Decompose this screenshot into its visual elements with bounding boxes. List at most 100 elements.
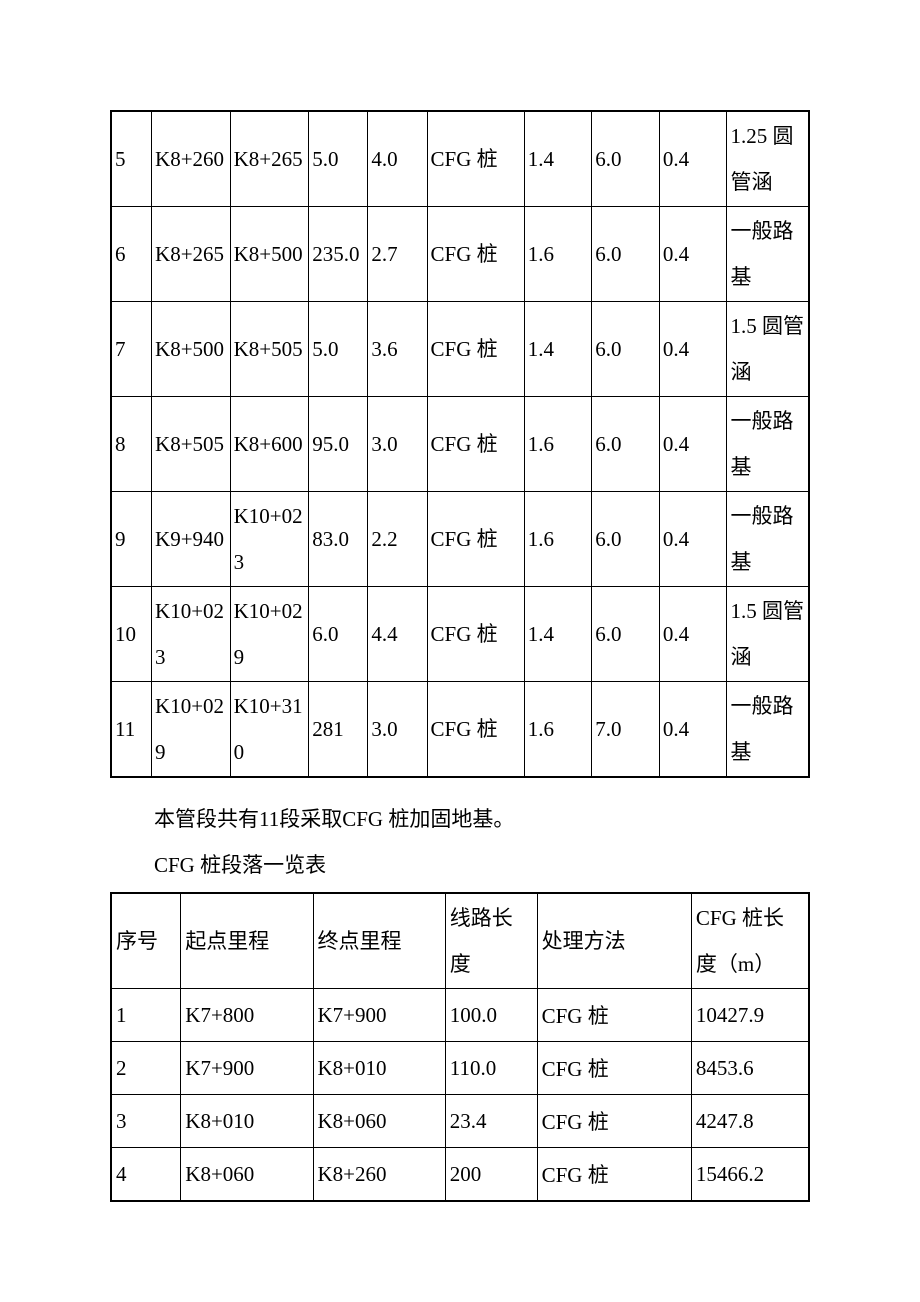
table-cell: 10 [111,587,152,682]
table-cell: 0.4 [659,587,727,682]
table-row: 3K8+010K8+06023.4CFG 桩4247.8 [111,1095,809,1148]
table-cell: K10+029 [152,682,231,778]
table-cell: K10+310 [230,682,309,778]
table-cell: 1.4 [524,111,592,207]
table-row: 5K8+260K8+2655.04.0CFG 桩1.46.00.41.25 圆管… [111,111,809,207]
table-cell: K8+600 [230,397,309,492]
table-cell: K8+260 [313,1148,445,1202]
table-cell: CFG 桩 [427,111,524,207]
table-cell: 235.0 [309,207,368,302]
table-cell: 1.5 圆管涵 [727,302,809,397]
table-cell: 1.25 圆管涵 [727,111,809,207]
table-cell: CFG 桩 [427,302,524,397]
table-cell: 7.0 [592,682,660,778]
table-cell: 3.6 [368,302,427,397]
table-cell: 5.0 [309,111,368,207]
table-cell: 3.0 [368,682,427,778]
table-cell: 6.0 [592,587,660,682]
table-cell: 110.0 [445,1042,537,1095]
table-row: 8K8+505K8+60095.03.0CFG 桩1.66.00.4一般路基 [111,397,809,492]
table-cell: 3 [111,1095,181,1148]
table-cell: K8+265 [230,111,309,207]
table-cell: 2.7 [368,207,427,302]
table-cell: CFG 桩 [427,682,524,778]
table-cell: K7+800 [181,989,313,1042]
table-cell: 8 [111,397,152,492]
table-cell: K10+023 [152,587,231,682]
column-header: 起点里程 [181,893,313,989]
table-cell: 1.6 [524,397,592,492]
table-cell: 281 [309,682,368,778]
column-header: 线路长度 [445,893,537,989]
table-cell: K10+023 [230,492,309,587]
table-cell: K8+010 [313,1042,445,1095]
table-cell: CFG 桩 [427,397,524,492]
table-cell: K8+060 [181,1148,313,1202]
table-cell: 5 [111,111,152,207]
table-cell: 1.6 [524,207,592,302]
table-cell: CFG 桩 [537,989,691,1042]
table-cell: 4247.8 [691,1095,809,1148]
table-cell: CFG 桩 [427,492,524,587]
column-header: 终点里程 [313,893,445,989]
table-row: 2K7+900K8+010110.0CFG 桩8453.6 [111,1042,809,1095]
table-row: 9K9+940K10+02383.02.2CFG 桩1.66.00.4一般路基 [111,492,809,587]
table-cell: 1 [111,989,181,1042]
table-cell: 4 [111,1148,181,1202]
table-cell: 0.4 [659,492,727,587]
table-cell: 一般路基 [727,207,809,302]
table-cell: 7 [111,302,152,397]
table-cell: 4.0 [368,111,427,207]
table-cell: CFG 桩 [537,1148,691,1202]
table-cell: 0.4 [659,111,727,207]
table-cell: 1.4 [524,587,592,682]
cfg-pile-section-table: 序号起点里程终点里程线路长度处理方法CFG 桩长度（m） 1K7+800K7+9… [110,892,810,1202]
table-cell: 100.0 [445,989,537,1042]
table-cell: 200 [445,1148,537,1202]
table-cell: CFG 桩 [427,587,524,682]
table-cell: CFG 桩 [537,1095,691,1148]
table-cell: 1.6 [524,492,592,587]
table-row: 4K8+060K8+260200CFG 桩15466.2 [111,1148,809,1202]
table-cell: K8+260 [152,111,231,207]
table-cell: 0.4 [659,207,727,302]
table-cell: K9+940 [152,492,231,587]
table-cell: K7+900 [313,989,445,1042]
table-cell: 一般路基 [727,397,809,492]
table-cell: 6.0 [592,111,660,207]
column-header: 序号 [111,893,181,989]
table-cell: 0.4 [659,397,727,492]
table-cell: 10427.9 [691,989,809,1042]
table-cell: 8453.6 [691,1042,809,1095]
table-cell: 0.4 [659,302,727,397]
table-cell: 2.2 [368,492,427,587]
summary-paragraph: 本管段共有11段采取CFG 桩加固地基。 [110,796,810,842]
table-cell: 83.0 [309,492,368,587]
table-cell: CFG 桩 [427,207,524,302]
table-row: 6K8+265K8+500235.02.7CFG 桩1.66.00.4一般路基 [111,207,809,302]
table-cell: 9 [111,492,152,587]
table-cell: 11 [111,682,152,778]
table-cell: 一般路基 [727,492,809,587]
table-cell: 23.4 [445,1095,537,1148]
table-cell: 6.0 [592,397,660,492]
cfg-pile-detail-table: 5K8+260K8+2655.04.0CFG 桩1.46.00.41.25 圆管… [110,110,810,778]
table-cell: K8+500 [152,302,231,397]
table-cell: 1.6 [524,682,592,778]
table-cell: 2 [111,1042,181,1095]
table-cell: 0.4 [659,682,727,778]
table-cell: 6.0 [309,587,368,682]
table-cell: K8+505 [152,397,231,492]
table-cell: 3.0 [368,397,427,492]
table-cell: 6.0 [592,492,660,587]
table-row: 7K8+500K8+5055.03.6CFG 桩1.46.00.41.5 圆管涵 [111,302,809,397]
column-header: CFG 桩长度（m） [691,893,809,989]
table-cell: K7+900 [181,1042,313,1095]
table-cell: 6.0 [592,207,660,302]
table-cell: K8+010 [181,1095,313,1148]
table-cell: 15466.2 [691,1148,809,1202]
table-cell: 1.5 圆管涵 [727,587,809,682]
table-cell: K8+265 [152,207,231,302]
table-cell: 6 [111,207,152,302]
table-cell: 5.0 [309,302,368,397]
